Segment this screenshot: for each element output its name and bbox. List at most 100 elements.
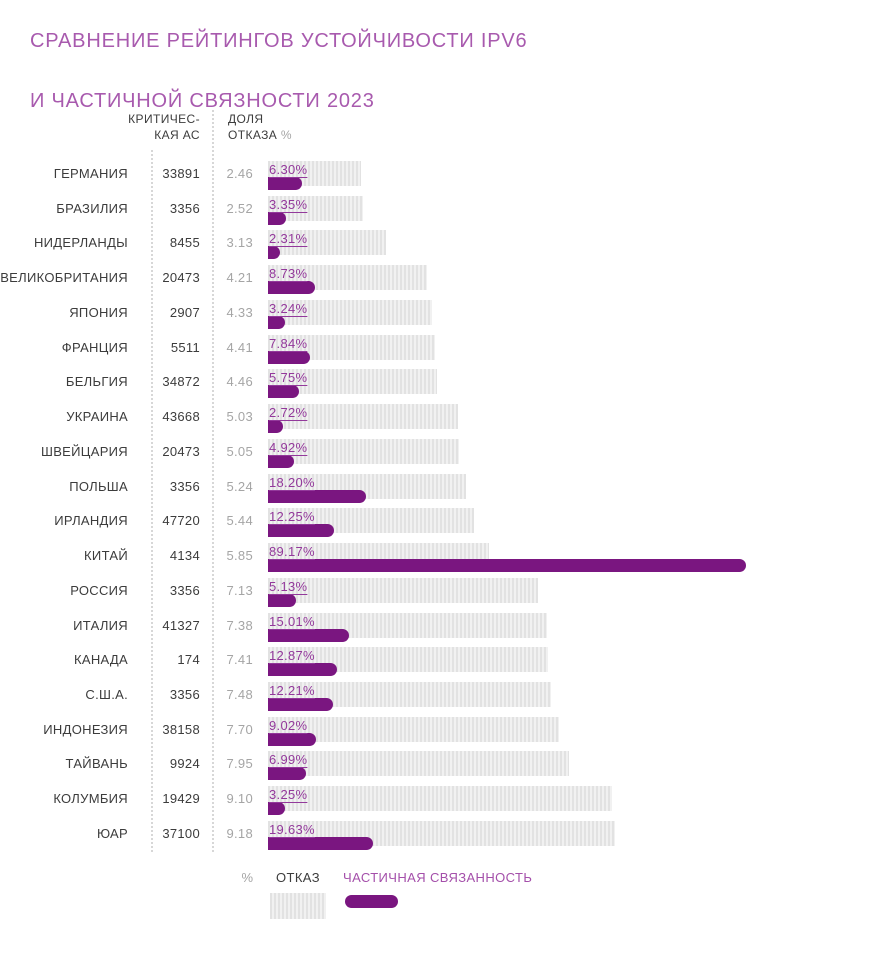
partial-connectivity-value-label: 3.25% [269, 787, 308, 803]
partial-connectivity-value-label: 2.72% [269, 405, 308, 421]
chart-row: РОССИЯ 3356 7.13 5.13% [0, 577, 880, 613]
country-label: КАНАДА [73, 652, 128, 668]
bar-area: 3.25% [268, 786, 880, 821]
bar-area: 4.92% [268, 438, 880, 474]
chart-rows: ГЕРМАНИЯ 33891 2.46 6.30% БРАЗИЛИЯ 3356 … [0, 161, 880, 856]
partial-connectivity-bar [268, 836, 374, 850]
failure-bar [268, 404, 459, 430]
partial-connectivity-value-label: 5.13% [269, 578, 308, 594]
chart-row: ИРЛАНДИЯ 47720 5.44 12.25% [0, 508, 880, 543]
partial-connectivity-bar [268, 177, 302, 190]
failure-share-value: 2.46 [226, 166, 253, 181]
chart-row: ЯПОНИЯ 2907 4.33 3.24% [0, 299, 880, 335]
bar-area: 15.01% [268, 612, 880, 648]
chart-row: С.Ш.А. 3356 7.48 12.21% [0, 682, 880, 717]
bar-area: 9.02% [268, 716, 880, 752]
country-label: НИДЕРЛАНДЫ [33, 235, 128, 251]
partial-connectivity-bar [268, 454, 295, 468]
partial-connectivity-value-label: 7.84% [269, 335, 308, 351]
partial-connectivity-bar [268, 628, 349, 642]
partial-connectivity-value-label: 18.20% [269, 474, 315, 490]
partial-connectivity-bar [268, 698, 334, 712]
country-label: ЯПОНИЯ [69, 304, 128, 320]
partial-connectivity-bar [268, 767, 306, 781]
critical-as-value: 19429 [162, 791, 200, 807]
partial-connectivity-value-label: 12.87% [269, 648, 315, 664]
bar-area: 3.24% [268, 299, 880, 335]
percent-unit: % [280, 127, 292, 142]
partial-connectivity-value-label: 3.24% [269, 300, 308, 316]
chart-row: ИНДОНЕЗИЯ 38158 7.70 9.02% [0, 716, 880, 752]
failure-share-value: 9.10 [226, 791, 253, 807]
legend-percent-unit: % [241, 870, 253, 885]
critical-as-value: 41327 [162, 617, 200, 633]
bar-area: 5.75% [268, 369, 880, 404]
failure-bar [268, 577, 538, 603]
failure-share-value: 7.38 [226, 617, 253, 633]
chart-row: ПОЛЬША 3356 5.24 18.20% [0, 473, 880, 509]
critical-as-value: 3356 [169, 582, 200, 598]
partial-connectivity-value-label: 4.92% [269, 439, 308, 455]
failure-share-value: 2.52 [226, 200, 253, 216]
bar-area: 12.25% [268, 508, 880, 543]
critical-as-value: 3356 [169, 687, 200, 703]
failure-bar [268, 299, 432, 325]
country-label: ФРАНЦИЯ [61, 339, 128, 355]
critical-as-value: 37100 [162, 825, 200, 841]
country-label: ЮАР [97, 825, 128, 841]
country-label: УКРАИНА [66, 409, 128, 425]
failure-bar [268, 716, 560, 742]
partial-connectivity-value-label: 6.99% [269, 752, 308, 768]
failure-share-value: 4.21 [226, 270, 253, 286]
partial-connectivity-bar [268, 559, 746, 573]
bar-area: 6.99% [268, 751, 880, 786]
bar-area: 8.73% [268, 265, 880, 300]
legend-partial-connectivity-swatch [345, 895, 398, 908]
country-label: ИТАЛИЯ [73, 617, 128, 633]
partial-connectivity-value-label: 9.02% [269, 717, 308, 733]
failure-share-value: 7.70 [226, 721, 253, 737]
country-label: ШВЕЙЦАРИЯ [41, 443, 128, 459]
failure-share-value: 9.18 [226, 825, 253, 841]
bar-area: 3.35% [268, 195, 880, 231]
failure-share-value: 5.24 [226, 478, 253, 494]
failure-share-value: 7.95 [226, 756, 253, 772]
partial-connectivity-value-label: 19.63% [269, 821, 315, 837]
critical-as-value: 2907 [169, 304, 200, 320]
country-label: ТАЙВАНЬ [65, 756, 128, 772]
failure-share-value: 5.03 [226, 409, 253, 425]
column-header-critical-as: КРИТИЧЕС- КАЯ АС [128, 112, 200, 142]
country-label: БРАЗИЛИЯ [56, 200, 128, 216]
bar-area: 12.87% [268, 647, 880, 682]
failure-share-value: 5.44 [226, 513, 253, 529]
chart-row: УКРАИНА 43668 5.03 2.72% [0, 404, 880, 439]
critical-as-value: 38158 [162, 721, 200, 737]
country-label: ГЕРМАНИЯ [53, 166, 128, 181]
critical-as-value: 5511 [170, 339, 200, 355]
country-label: КОЛУМБИЯ [53, 791, 128, 807]
bar-area: 2.31% [268, 230, 880, 265]
bar-area: 2.72% [268, 404, 880, 439]
failure-share-value: 7.48 [226, 687, 253, 703]
partial-connectivity-bar [268, 385, 299, 399]
critical-as-value: 9924 [169, 756, 200, 772]
partial-connectivity-bar [268, 420, 283, 434]
bar-area: 19.63% [268, 820, 880, 856]
partial-connectivity-bar [268, 211, 286, 225]
partial-connectivity-value-label: 12.25% [269, 509, 315, 525]
critical-as-value: 43668 [162, 409, 200, 425]
chart-row: НИДЕРЛАНДЫ 8455 3.13 2.31% [0, 230, 880, 265]
page-title-line1: СРАВНЕНИЕ РЕЙТИНГОВ УСТОЙЧИВОСТИ IPV6 [30, 30, 528, 53]
failure-share-value: 7.41 [226, 652, 253, 668]
bar-area: 7.84% [268, 334, 880, 370]
chart-row: ИТАЛИЯ 41327 7.38 15.01% [0, 612, 880, 648]
partial-connectivity-value-label: 2.31% [269, 231, 308, 247]
failure-share-value: 5.05 [226, 443, 253, 459]
country-label: ИРЛАНДИЯ [54, 513, 128, 529]
partial-connectivity-bar [268, 315, 286, 329]
page-title: СРАВНЕНИЕ РЕЙТИНГОВ УСТОЙЧИВОСТИ IPV6 И … [30, 26, 527, 116]
page-title-line2: И ЧАСТИЧНОЙ СВЯЗНОСТИ 2023 [30, 90, 375, 113]
country-label: ИНДОНЕЗИЯ [43, 721, 128, 737]
country-label: С.Ш.А. [85, 687, 128, 703]
legend-failure-swatch [270, 893, 326, 919]
